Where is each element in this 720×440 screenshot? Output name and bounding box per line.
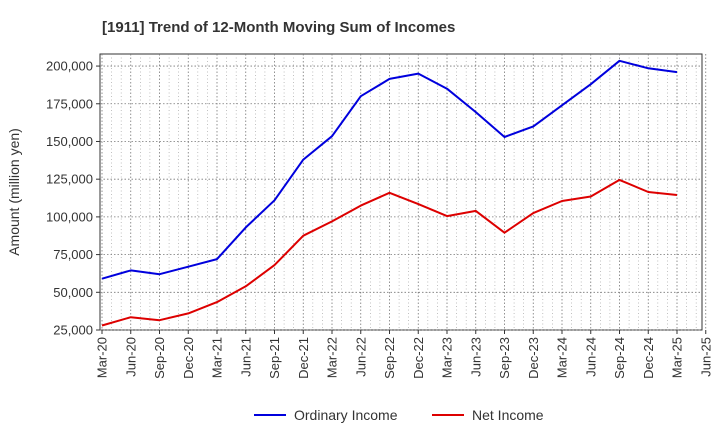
series-lines bbox=[101, 59, 678, 327]
x-tick-label: Mar-20 bbox=[95, 337, 110, 378]
grid bbox=[100, 54, 707, 331]
x-tick-label: Mar-23 bbox=[440, 337, 455, 378]
series-line-net-income bbox=[101, 178, 678, 327]
y-tick-label: 75,000 bbox=[53, 247, 93, 262]
y-axis: 25,000 50,000 75,000 100,000 125,000 150,000 1… bbox=[46, 59, 100, 338]
legend-label: Ordinary Income bbox=[294, 407, 398, 423]
x-tick-label: Mar-24 bbox=[555, 337, 570, 378]
y-tick-label: 50,000 bbox=[53, 285, 93, 300]
x-tick-label: Dec-23 bbox=[526, 337, 541, 379]
x-tick-label: Jun-22 bbox=[353, 337, 368, 377]
y-axis-label: Amount (million yen) bbox=[6, 128, 22, 256]
plot-area bbox=[99, 53, 703, 331]
x-axis: Mar-20 Jun-20 Sep-20 Dec-20 Mar-21 Jun-21 Sep-… bbox=[95, 330, 713, 379]
x-tick-label: Sep-20 bbox=[152, 337, 167, 379]
y-tick-label: 200,000 bbox=[46, 59, 93, 74]
y-tick-label: 175,000 bbox=[46, 96, 93, 111]
x-tick-label: Dec-22 bbox=[411, 337, 426, 379]
x-tick-label: Jun-21 bbox=[238, 337, 253, 377]
x-tick-label: Jun-25 bbox=[698, 337, 713, 377]
legend: Ordinary Income Net Income bbox=[254, 407, 544, 423]
x-tick-label: Jun-24 bbox=[583, 337, 598, 377]
x-tick-label: Jun-23 bbox=[468, 337, 483, 377]
x-tick-label: Mar-22 bbox=[325, 337, 340, 378]
x-tick-label: Dec-20 bbox=[181, 337, 196, 379]
chart-title: [1911] Trend of 12-Month Moving Sum of I… bbox=[102, 19, 455, 36]
x-tick-label: Mar-21 bbox=[210, 337, 225, 378]
y-tick-label: 25,000 bbox=[53, 323, 93, 338]
x-tick-label: Sep-24 bbox=[612, 337, 627, 379]
x-tick-label: Mar-25 bbox=[670, 337, 685, 378]
series-line-ordinary-income bbox=[101, 59, 678, 280]
x-tick-label: Dec-21 bbox=[296, 337, 311, 379]
x-tick-label: Dec-24 bbox=[641, 337, 656, 379]
x-tick-label: Sep-21 bbox=[267, 337, 282, 379]
legend-label: Net Income bbox=[472, 407, 544, 423]
x-tick-label: Jun-20 bbox=[123, 337, 138, 377]
x-tick-label: Sep-22 bbox=[382, 337, 397, 379]
y-tick-label: 150,000 bbox=[46, 134, 93, 149]
y-tick-label: 125,000 bbox=[46, 172, 93, 187]
y-tick-label: 100,000 bbox=[46, 209, 93, 224]
x-tick-label: Sep-23 bbox=[497, 337, 512, 379]
